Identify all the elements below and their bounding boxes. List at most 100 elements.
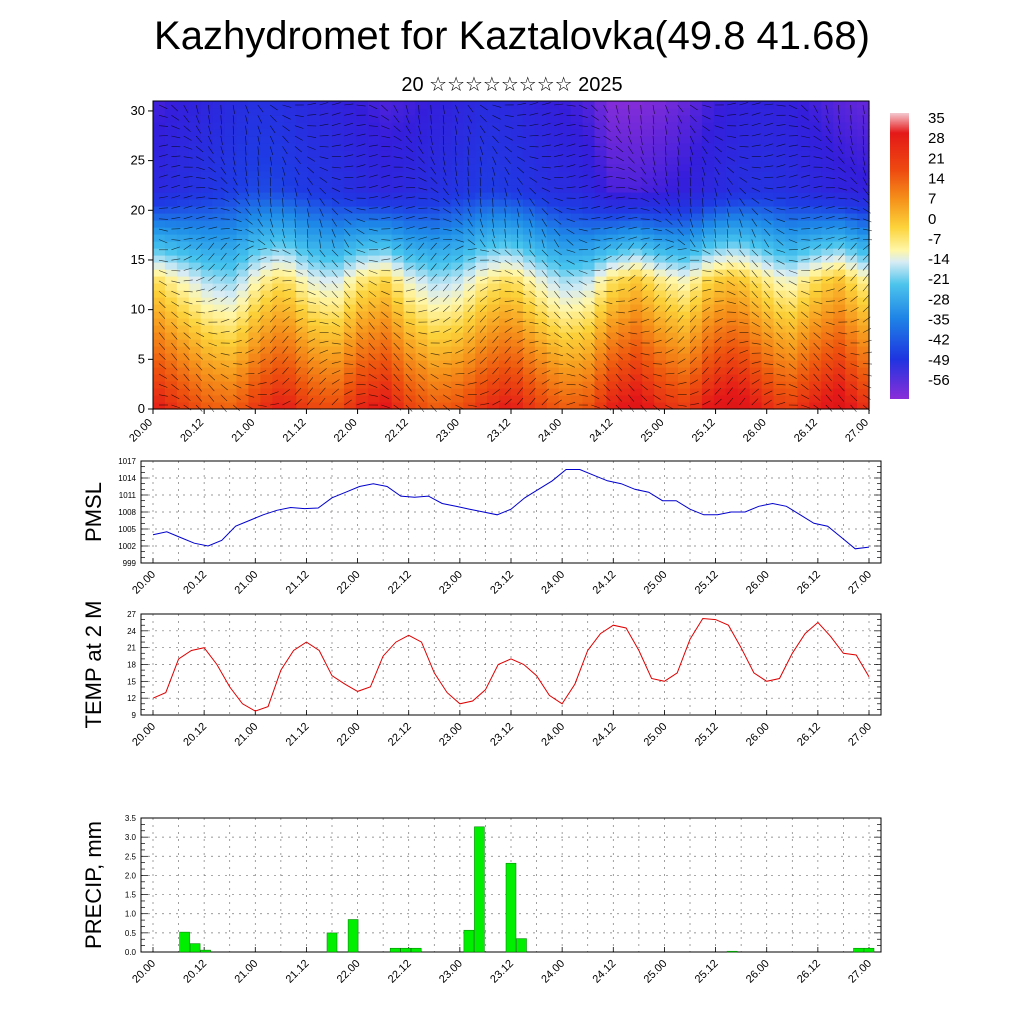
heatmap-cell bbox=[666, 311, 679, 319]
heatmap-cell bbox=[797, 388, 810, 396]
heatmap-cell bbox=[499, 136, 512, 144]
wind-barb bbox=[825, 156, 835, 162]
wind-barb bbox=[726, 197, 731, 207]
wind-barb bbox=[763, 280, 771, 288]
heatmap-cell bbox=[153, 157, 166, 165]
wind-barb bbox=[183, 255, 192, 261]
wind-barb bbox=[677, 325, 684, 333]
wind-barb bbox=[171, 195, 181, 199]
heatmap-cell bbox=[606, 143, 619, 151]
heatmap-cell bbox=[463, 150, 476, 158]
heatmap-cell bbox=[570, 402, 584, 410]
wind-barb bbox=[702, 377, 710, 385]
heatmap-cell bbox=[308, 164, 321, 172]
heatmap-cell bbox=[570, 297, 584, 305]
heatmap-cell bbox=[558, 178, 572, 186]
heatmap-cell bbox=[391, 101, 405, 109]
wind-barb bbox=[208, 253, 215, 261]
heatmap-cell bbox=[845, 178, 858, 186]
heatmap-cell bbox=[176, 325, 190, 333]
wind-barb bbox=[603, 290, 613, 293]
heatmap-cell bbox=[833, 122, 846, 130]
heatmap-cell bbox=[391, 136, 405, 144]
heatmap-cell bbox=[701, 283, 715, 291]
wind-barb bbox=[344, 321, 352, 329]
temp-y-tick-label: 27 bbox=[127, 610, 136, 619]
wind-barb bbox=[232, 263, 240, 271]
wind-barb bbox=[356, 124, 366, 126]
heatmap-cell bbox=[320, 157, 333, 165]
heatmap-cell bbox=[284, 115, 297, 123]
heatmap-cell bbox=[678, 199, 691, 207]
heatmap-cell bbox=[236, 318, 250, 326]
heatmap-cell bbox=[320, 199, 333, 207]
heatmap-cell bbox=[546, 388, 560, 396]
wind-barb bbox=[282, 167, 286, 176]
heatmap-cell bbox=[701, 381, 715, 389]
wind-barb bbox=[356, 280, 364, 288]
heatmap-cell bbox=[236, 213, 250, 221]
heatmap-cell bbox=[570, 290, 584, 298]
heatmap-cell bbox=[248, 213, 261, 221]
heatmap-cell bbox=[236, 248, 250, 256]
wind-barb bbox=[764, 218, 772, 225]
wind-barb bbox=[739, 280, 747, 288]
heatmap-cell bbox=[749, 395, 763, 403]
wind-barb bbox=[331, 218, 337, 227]
heatmap-cell bbox=[761, 381, 775, 389]
heatmap-cell bbox=[427, 143, 440, 151]
heatmap-cell bbox=[761, 325, 775, 333]
wind-barb bbox=[368, 228, 378, 232]
wind-barb bbox=[232, 208, 242, 214]
wind-barb bbox=[825, 206, 835, 209]
wind-barb bbox=[517, 338, 526, 344]
wind-barb bbox=[838, 146, 844, 155]
heatmap-cell bbox=[367, 115, 381, 123]
wind-barb bbox=[578, 373, 587, 379]
heatmap-cell bbox=[296, 136, 309, 144]
wind-barb bbox=[763, 270, 771, 278]
heatmap-cell bbox=[534, 269, 548, 277]
heatmap-cell bbox=[200, 325, 214, 333]
wind-barb bbox=[862, 384, 872, 389]
heatmap-cell bbox=[582, 241, 596, 249]
heatmap-cell bbox=[534, 157, 548, 165]
heatmap-cell bbox=[343, 283, 357, 291]
heatmap-cell bbox=[678, 276, 691, 284]
heatmap-cell bbox=[284, 150, 297, 158]
wind-barb bbox=[628, 384, 635, 392]
heatmap-cell bbox=[188, 248, 202, 256]
heatmap-cell bbox=[857, 255, 870, 263]
heatmap-cell bbox=[260, 381, 273, 389]
heatmap-cell bbox=[522, 374, 536, 382]
wind-barb bbox=[566, 164, 576, 168]
heatmap-cell bbox=[606, 360, 619, 368]
heatmap-cell bbox=[713, 192, 727, 200]
wind-barb bbox=[566, 401, 576, 406]
wind-barb bbox=[813, 104, 819, 114]
heatmap-cell bbox=[725, 171, 739, 179]
wind-barb bbox=[751, 301, 759, 309]
wind-barb bbox=[158, 144, 168, 147]
wind-barb bbox=[529, 177, 538, 183]
heatmap-cell bbox=[809, 374, 822, 382]
heatmap-cell bbox=[606, 269, 619, 277]
heatmap-cell bbox=[308, 129, 321, 137]
wind-barb bbox=[319, 102, 329, 106]
precip-grid bbox=[141, 818, 881, 952]
heatmap-cell bbox=[833, 171, 846, 179]
wind-barb bbox=[591, 135, 601, 139]
heatmap-cell bbox=[367, 199, 381, 207]
heatmap-cell bbox=[236, 164, 250, 172]
heatmap-cell bbox=[415, 206, 429, 214]
heatmap-cell bbox=[355, 269, 369, 277]
wind-barb bbox=[356, 143, 366, 147]
wind-barb bbox=[282, 346, 289, 354]
wind-barb bbox=[615, 321, 625, 326]
wind-barb bbox=[294, 177, 299, 186]
heatmap-cell bbox=[463, 269, 476, 277]
heatmap-cell bbox=[224, 381, 238, 389]
heatmap-cell bbox=[773, 360, 787, 368]
heatmap-cell bbox=[785, 164, 798, 172]
heatmap-cell bbox=[666, 227, 679, 235]
